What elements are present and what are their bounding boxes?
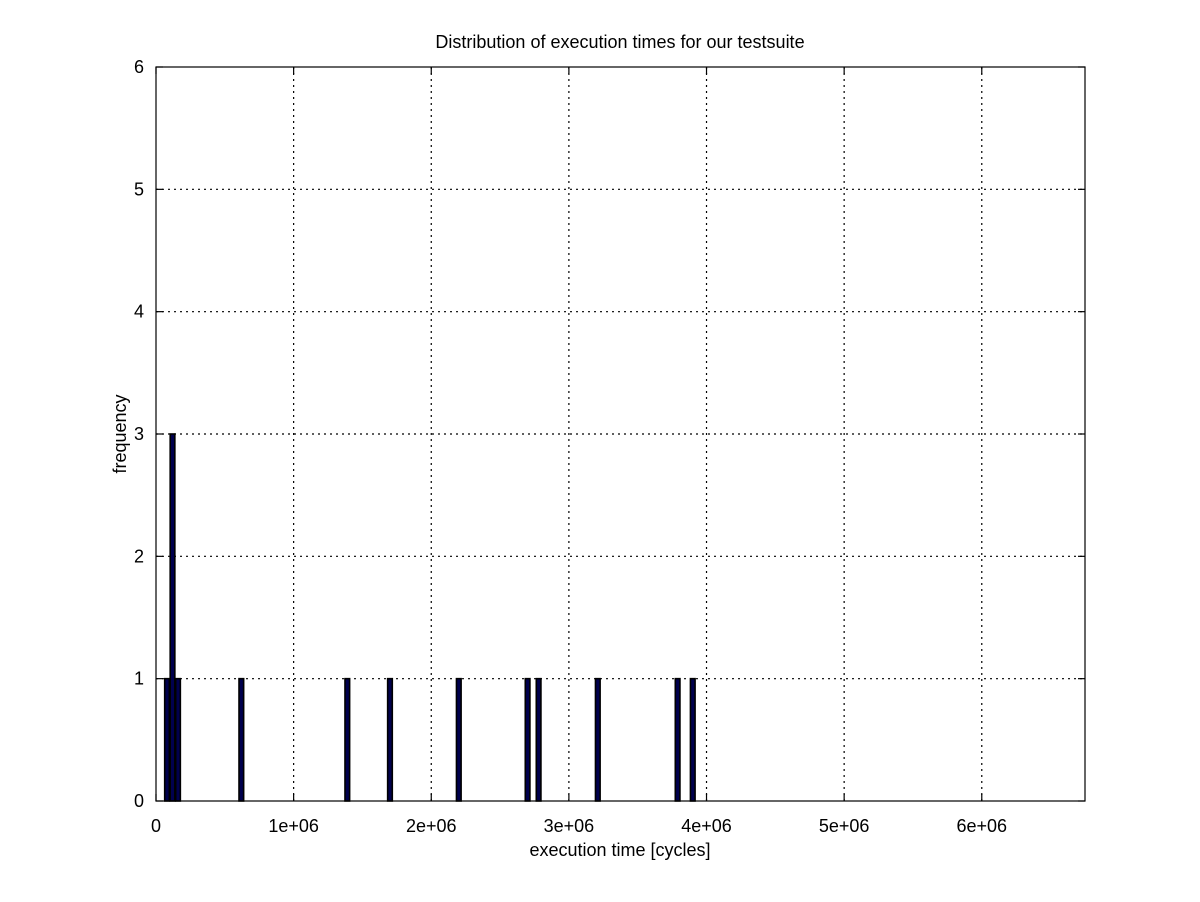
x-tick-label: 2e+06	[406, 816, 457, 836]
x-tick-label: 4e+06	[681, 816, 732, 836]
histogram-bar	[344, 677, 351, 802]
x-tick-label: 1e+06	[268, 816, 319, 836]
y-tick-label: 0	[134, 791, 144, 811]
y-tick-label: 6	[134, 57, 144, 77]
y-tick-label: 2	[134, 546, 144, 566]
histogram-bar	[594, 677, 601, 802]
y-tick-label: 4	[134, 302, 144, 322]
chart-title: Distribution of execution times for our …	[435, 32, 804, 52]
y-tick-label: 3	[134, 424, 144, 444]
histogram-bars	[163, 433, 696, 802]
grid-lines	[156, 67, 1085, 801]
x-axis-label: execution time [cycles]	[529, 840, 710, 860]
histogram-bar	[524, 677, 531, 802]
histogram-bar	[238, 677, 245, 802]
y-tick-label: 1	[134, 669, 144, 689]
y-tick-labels: 0 1 2 3 4 5 6	[134, 57, 144, 811]
axis-ticks	[155, 66, 1085, 802]
histogram-bar	[535, 677, 542, 802]
histogram-bar	[169, 433, 176, 802]
histogram-bar	[163, 677, 171, 802]
histogram-bar	[386, 677, 394, 802]
y-tick-label: 5	[134, 179, 144, 199]
histogram-bar	[674, 677, 681, 802]
x-tick-label: 5e+06	[819, 816, 870, 836]
y-axis-label: frequency	[110, 394, 130, 473]
x-tick-label: 3e+06	[544, 816, 595, 836]
histogram-bar	[174, 677, 182, 802]
histogram-bar	[689, 677, 696, 802]
histogram-bar	[455, 677, 462, 802]
x-tick-label: 6e+06	[956, 816, 1007, 836]
x-tick-label: 0	[151, 816, 161, 836]
x-tick-labels: 0 1e+06 2e+06 3e+06 4e+06 5e+06 6e+06	[151, 816, 1007, 836]
